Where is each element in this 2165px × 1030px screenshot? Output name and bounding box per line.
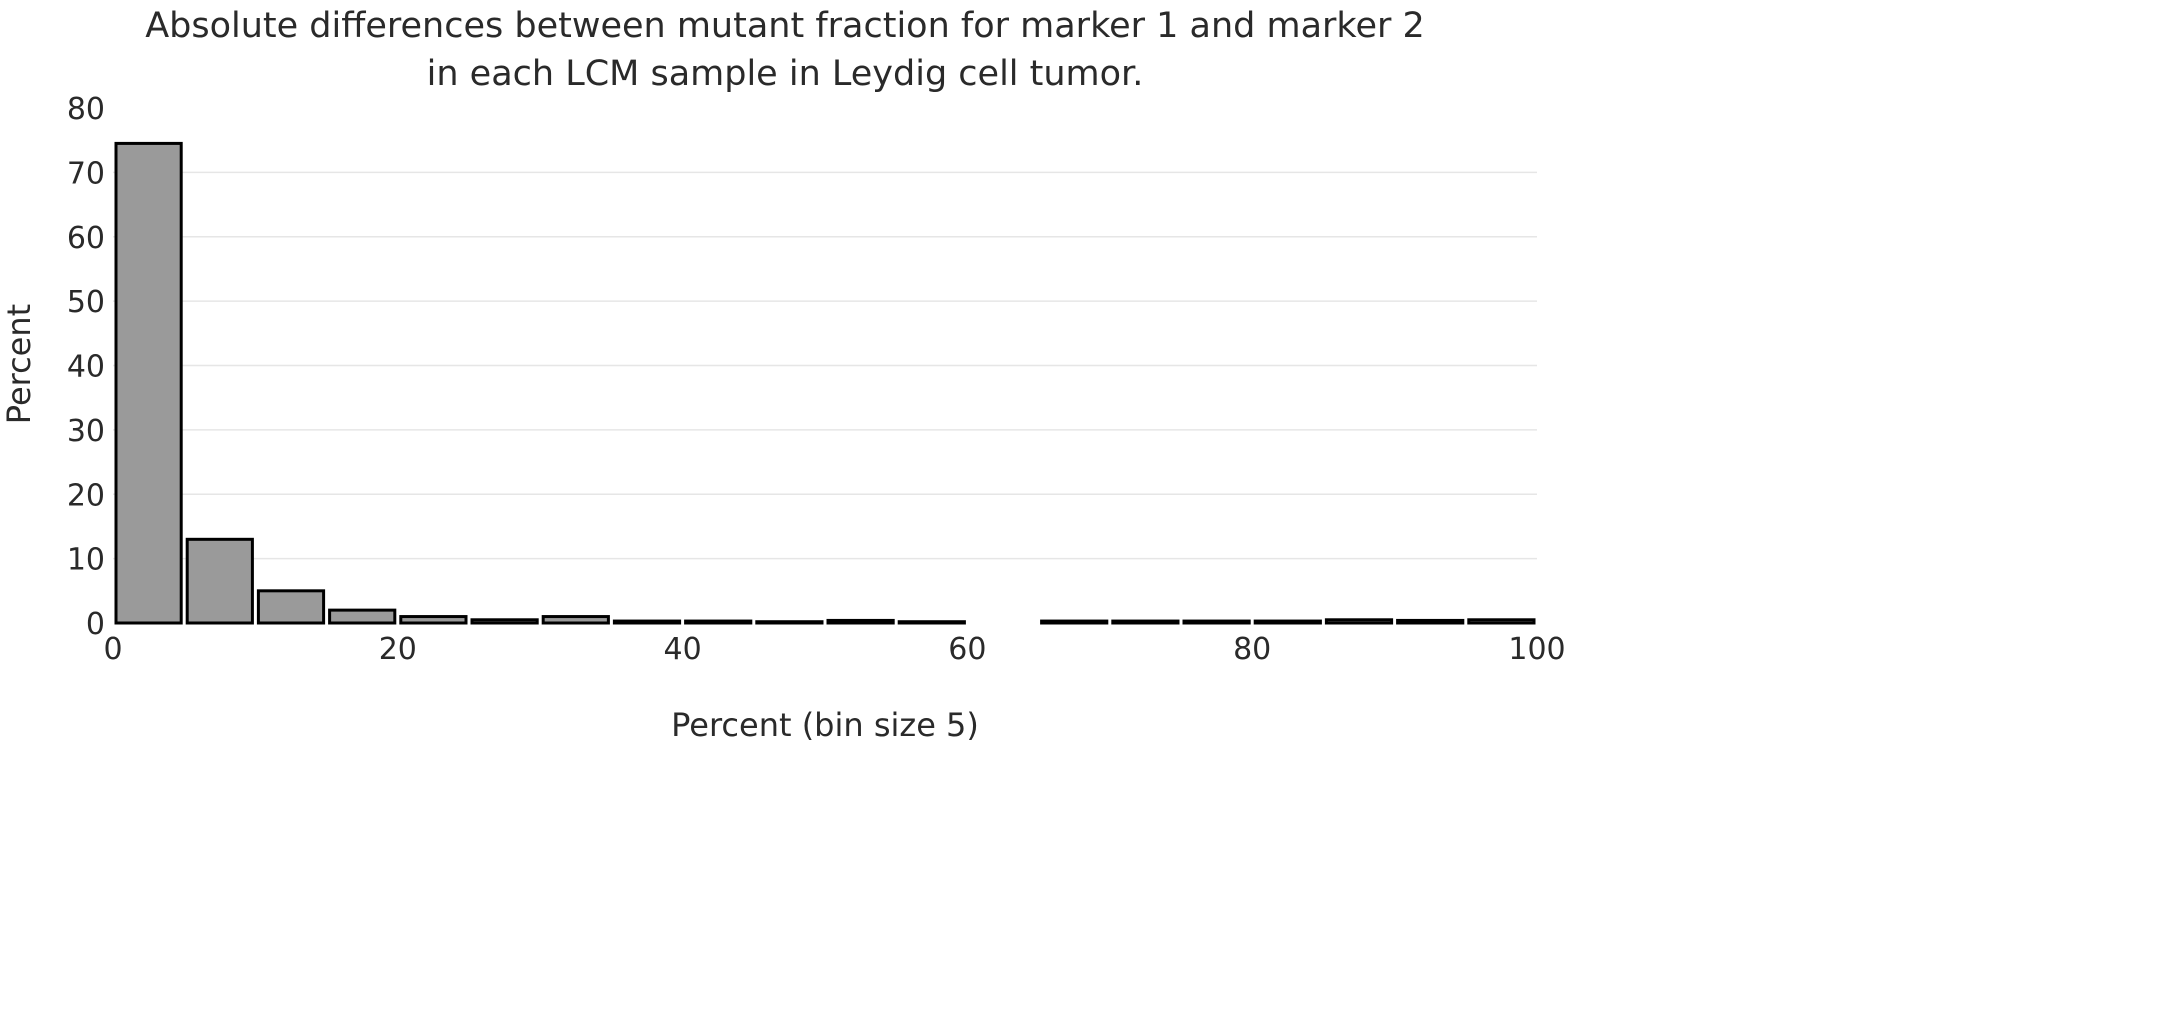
- bar-20-25: [399, 615, 468, 625]
- chart-subtitle: in each LCM sample in Leydig cell tumor.: [426, 54, 1144, 94]
- bar-80-85: [1253, 619, 1322, 625]
- bar-50-55: [826, 618, 895, 625]
- x-axis-ticks: 0 20 40 60 80 100: [103, 632, 1565, 667]
- y-tick-label-30: 30: [67, 414, 105, 449]
- chart-title-line1: Absolute differences between mutant frac…: [145, 6, 1425, 46]
- bar-10-15: [256, 589, 326, 625]
- y-tick-label-70: 70: [67, 156, 105, 191]
- y-axis-ticks: 0 10 20 30 40 50 60 70 80: [67, 92, 105, 642]
- y-tick-label-80: 80: [67, 92, 105, 127]
- bar-95-100: [1467, 618, 1536, 625]
- y-tick-label-20: 20: [67, 478, 105, 513]
- x-tick-label-0: 0: [103, 632, 122, 667]
- x-tick-label-80: 80: [1233, 632, 1271, 667]
- bar-15-20: [328, 608, 397, 625]
- bar-35-40: [612, 619, 682, 625]
- bar-45-50: [755, 620, 824, 625]
- x-tick-label-20: 20: [379, 632, 417, 667]
- bar-0-5: [114, 141, 183, 625]
- grid-lines: [113, 171, 1537, 560]
- bar-65-70: [1040, 619, 1109, 625]
- x-axis-title: Percent (bin size 5): [671, 706, 979, 744]
- x-tick-label-40: 40: [664, 632, 702, 667]
- bar-55-60: [897, 620, 966, 625]
- y-axis-title: Percent: [0, 304, 38, 424]
- y-tick-label-0: 0: [86, 607, 105, 642]
- y-tick-label-10: 10: [67, 543, 105, 578]
- y-tick-label-60: 60: [67, 221, 105, 256]
- bar-70-75: [1111, 619, 1180, 625]
- y-tick-label-40: 40: [67, 350, 105, 385]
- chart-title: Absolute differences between mutant frac…: [0, 0, 1570, 98]
- bar-25-30: [470, 618, 539, 625]
- bar-30-35: [541, 615, 610, 625]
- x-tick-label-100: 100: [1508, 632, 1565, 667]
- histogram-bars: [114, 141, 1536, 625]
- x-tick-label-60: 60: [948, 632, 986, 667]
- bar-5-10: [185, 537, 254, 625]
- bar-90-95: [1396, 618, 1465, 625]
- bar-40-45: [684, 619, 753, 625]
- bar-85-90: [1324, 618, 1394, 625]
- y-tick-label-50: 50: [67, 285, 105, 320]
- bar-75-80: [1182, 619, 1251, 625]
